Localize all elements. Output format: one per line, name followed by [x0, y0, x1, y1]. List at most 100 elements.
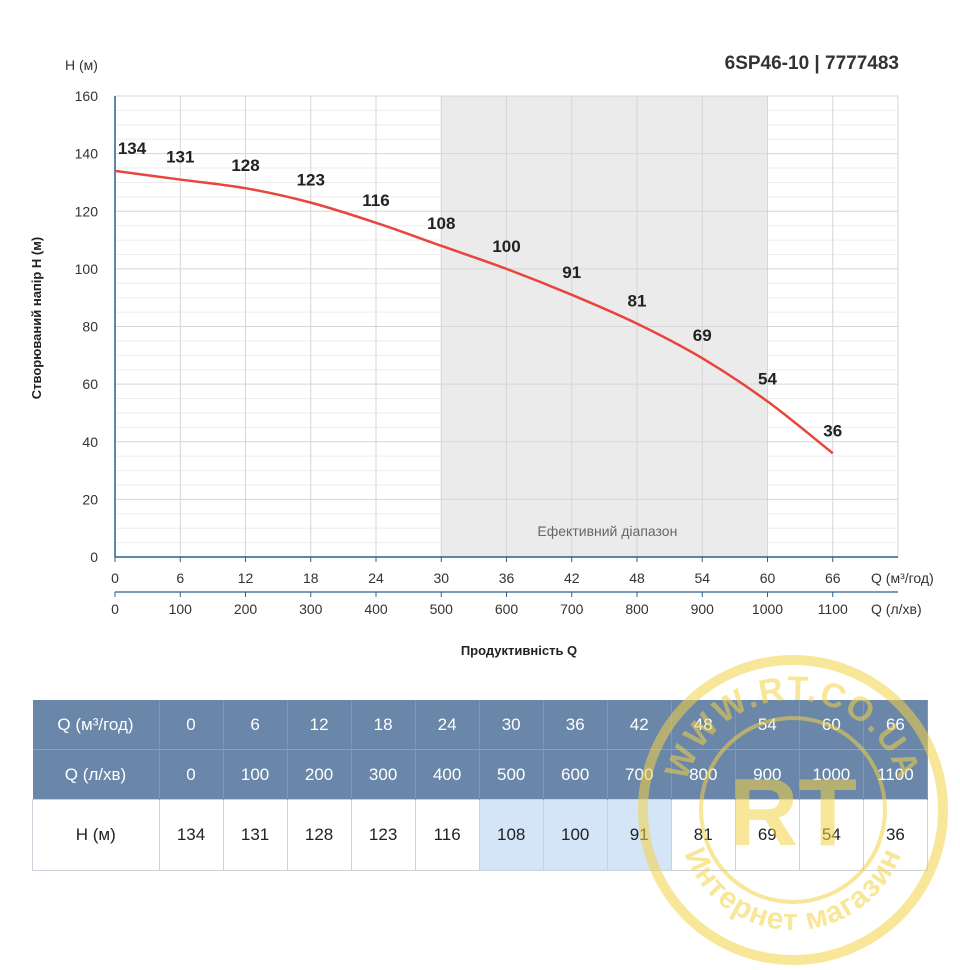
point-label: 131	[166, 148, 194, 167]
chart-axes	[114, 96, 898, 597]
x2-tick-label: 500	[430, 601, 454, 617]
x2-tick-label: 200	[234, 601, 258, 617]
table-cell: 6	[223, 700, 288, 750]
efficient-range-label: Ефективний діапазон	[537, 523, 677, 539]
table-cell: 134	[158, 799, 224, 871]
table-cell: 48	[671, 700, 736, 750]
table-cell: 30	[479, 700, 544, 750]
table-cell: 81	[670, 799, 736, 871]
y-tick-label: 20	[82, 491, 98, 507]
x-axis-title: Продуктивність Q	[461, 643, 577, 658]
chart-grid-major	[114, 95, 899, 558]
table-cell: 500	[479, 749, 544, 800]
table-cell: 0	[159, 749, 224, 800]
performance-table: Q (м³/год) 0 6 12 18 24 30 36 42 48 54 60 66 Q (л/хв)…	[32, 700, 929, 871]
table-cell: 36	[543, 700, 608, 750]
x-tick-label: 42	[564, 570, 580, 586]
table-cell: 123	[350, 799, 416, 871]
table-cell: 131	[222, 799, 288, 871]
point-label: 69	[693, 326, 712, 345]
point-label: 36	[823, 421, 842, 440]
table-cell: 400	[415, 749, 480, 800]
table-cell: 69	[734, 799, 800, 871]
x2-tick-label: 600	[495, 601, 519, 617]
chart-title: 6SP46-10 | 7777483	[725, 53, 899, 74]
table-cell: 24	[415, 700, 480, 750]
x-tick-label: 48	[629, 570, 645, 586]
x2-tick-labels: 0 100 200 300 400 500 600 700 800 900 1000 1100	[111, 601, 848, 617]
x-tick-labels: 0 6 12 18 24 30 36 42 48 54 60 66	[111, 570, 841, 586]
x2-tick-label: 100	[169, 601, 193, 617]
table-cell: 54	[735, 700, 800, 750]
x-tick-label: 30	[433, 570, 449, 586]
y-tick-label: 60	[82, 376, 98, 392]
y-axis-title: Створюваний напір H (м)	[29, 237, 44, 399]
y-tick-label: 140	[75, 146, 99, 162]
table-cell: 900	[735, 749, 800, 800]
x2-tick-label: 700	[560, 601, 584, 617]
row-label: Q (м³/год)	[32, 700, 160, 750]
table-cell: 100	[223, 749, 288, 800]
table-cell: 1000	[799, 749, 864, 800]
table-cell: 200	[287, 749, 352, 800]
x2-tick-label: 800	[625, 601, 649, 617]
table-cell: 300	[351, 749, 416, 800]
point-label: 81	[628, 292, 647, 311]
y-tick-label: 40	[82, 434, 98, 450]
point-label: 100	[492, 237, 520, 256]
point-label: 108	[427, 214, 455, 233]
performance-table-wrap: Q (м³/год) 0 6 12 18 24 30 36 42 48 54 60 66 Q (л/хв)…	[32, 700, 929, 871]
table-cell: 128	[286, 799, 352, 871]
x-tick-label: 66	[825, 570, 841, 586]
table-cell: 108	[478, 799, 544, 871]
x-tick-label: 12	[238, 570, 254, 586]
x-tick-label: 54	[694, 570, 710, 586]
point-label: 123	[297, 171, 325, 190]
y-tick-labels: 0 20 40 60 80 100 120 140 160	[75, 88, 99, 565]
point-label: 54	[758, 369, 777, 388]
table-cell: 66	[863, 700, 929, 750]
x-tick-label: 36	[499, 570, 515, 586]
table-cell: 36	[862, 799, 929, 871]
x2-tick-label: 400	[364, 601, 388, 617]
table-cell: 18	[351, 700, 416, 750]
x-tick-label: 18	[303, 570, 319, 586]
point-label: 134	[118, 139, 147, 158]
x-tick-label: 60	[760, 570, 776, 586]
table-row: Q (м³/год) 0 6 12 18 24 30 36 42 48 54 60 66	[32, 700, 929, 750]
x2-tick-label: 900	[691, 601, 715, 617]
head-curve-line	[114, 169, 834, 455]
x-tick-label: 24	[368, 570, 384, 586]
x2-tick-label: 300	[299, 601, 323, 617]
point-label: 128	[231, 156, 259, 175]
y-tick-label: 80	[82, 319, 98, 335]
x-unit-label: Q (м³/год)	[871, 570, 934, 586]
table-row: H (м) 134 131 128 123 116 108 100 91 81 69 54 36	[32, 799, 929, 871]
table-cell: 116	[414, 799, 480, 871]
y-tick-label: 0	[90, 549, 98, 565]
y-unit-label: H (м)	[65, 57, 98, 73]
x2-tick-label: 1000	[752, 601, 783, 617]
row-label: H (м)	[32, 799, 160, 871]
table-cell: 100	[542, 799, 608, 871]
x2-tick-label: 1100	[818, 601, 848, 617]
table-cell: 1100	[863, 749, 929, 800]
rt-watermark-logo: WWW.RT.CO.UA Интернет магазин RT	[638, 655, 948, 965]
table-cell: 0	[159, 700, 224, 750]
row-label: Q (л/хв)	[32, 749, 160, 800]
pump-curve-chart: 0 20 40 60 80 100 120 140 160 0 6 12 18 24 30 36 42 48 54…	[29, 53, 934, 658]
svg-text:RT: RT	[729, 759, 857, 866]
y-tick-label: 160	[75, 88, 99, 104]
x2-tick-label: 0	[111, 601, 119, 617]
point-label: 116	[362, 191, 389, 210]
table-cell: 12	[287, 700, 352, 750]
y-tick-label: 120	[75, 203, 99, 219]
table-row: Q (л/хв) 0 100 200 300 400 500 600 700 800 900 1000…	[32, 749, 929, 800]
point-labels: 134 131 128 123 116 108 100 91 81 69 54 36	[118, 139, 842, 440]
point-label: 91	[562, 263, 581, 282]
x-tick-label: 0	[111, 570, 119, 586]
table-cell: 600	[543, 749, 608, 800]
x-tick-label: 6	[176, 570, 184, 586]
x2-unit-label: Q (л/хв)	[871, 601, 922, 617]
y-tick-label: 100	[75, 261, 99, 277]
